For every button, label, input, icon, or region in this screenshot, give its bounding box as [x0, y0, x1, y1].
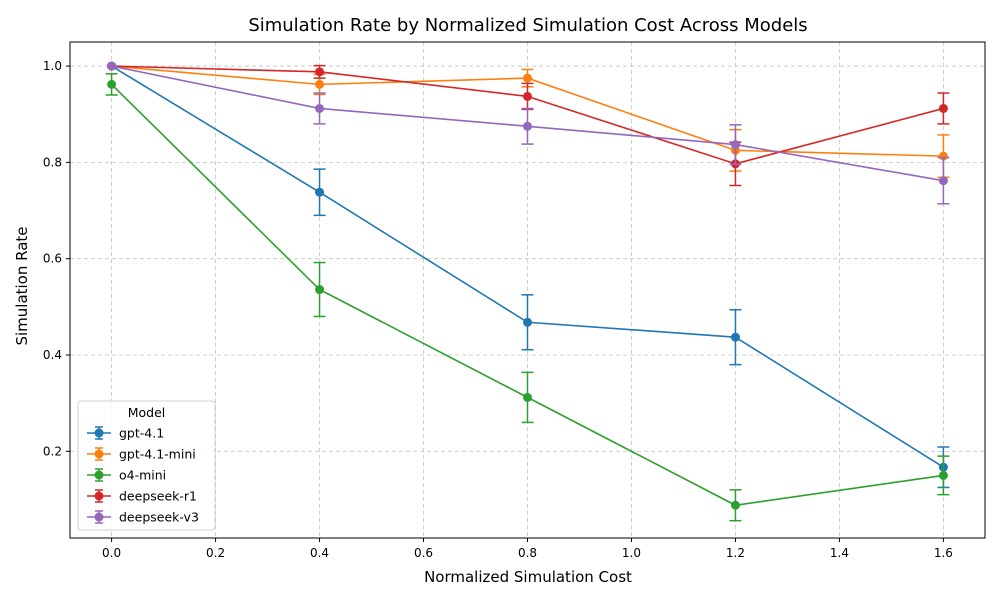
- y-tick-label: 0.2: [43, 444, 62, 458]
- legend: Model gpt-4.1 gpt-4.1-mini o4-mini deepseek-…: [77, 400, 216, 531]
- legend-label: deepseek-r1: [119, 489, 197, 504]
- data-point: [938, 103, 948, 113]
- data-point: [315, 103, 325, 113]
- y-axis: 0.2 0.4 0.6 0.8 1.0: [43, 59, 70, 458]
- legend-marker: [94, 512, 104, 522]
- data-point: [938, 151, 948, 161]
- legend-marker: [94, 428, 104, 438]
- legend-label: deepseek-v3: [119, 510, 199, 525]
- data-point: [730, 500, 740, 510]
- legend-entry: gpt-4.1-mini: [87, 447, 196, 462]
- y-axis-label: Simulation Rate: [13, 226, 31, 345]
- x-tick-label: 1.0: [622, 546, 641, 560]
- data-point: [523, 317, 532, 327]
- y-tick-label: 0.6: [43, 252, 62, 266]
- series-o4-mini: [105, 73, 950, 522]
- legend-title: Model: [128, 405, 166, 420]
- data-point: [315, 187, 325, 197]
- x-tick-label: 0.0: [102, 546, 121, 560]
- data-point: [107, 79, 117, 89]
- data-point: [730, 332, 740, 342]
- data-point: [523, 91, 532, 101]
- series-deepseek-v3: [107, 61, 950, 205]
- legend-entry: o4-mini: [87, 468, 166, 483]
- x-tick-label: 0.8: [518, 546, 537, 560]
- data-point: [523, 73, 532, 83]
- legend-label: gpt-4.1-mini: [119, 447, 196, 462]
- legend-label: gpt-4.1: [119, 426, 164, 441]
- legend-marker: [94, 449, 104, 459]
- legend-marker: [94, 470, 104, 480]
- data-point: [315, 79, 325, 89]
- series-gpt-4.1: [107, 61, 950, 489]
- x-axis: 0.0 0.2 0.4 0.6 0.8 1.0 1.2 1.4 1.6: [102, 538, 953, 560]
- y-tick-label: 0.4: [43, 348, 62, 362]
- x-tick-label: 0.4: [310, 546, 329, 560]
- x-tick-label: 1.2: [726, 546, 745, 560]
- grid: [70, 42, 985, 538]
- data-point: [938, 470, 948, 480]
- legend-marker: [94, 491, 104, 501]
- data-point: [938, 176, 948, 186]
- y-tick-label: 1.0: [43, 59, 62, 73]
- legend-entry: gpt-4.1: [87, 426, 164, 441]
- x-tick-label: 0.6: [414, 546, 433, 560]
- legend-box: [77, 400, 216, 531]
- chart-title: Simulation Rate by Normalized Simulation…: [248, 15, 807, 36]
- data-point: [315, 67, 325, 77]
- y-tick-label: 0.8: [43, 155, 62, 169]
- x-tick-label: 1.6: [934, 546, 953, 560]
- x-axis-label: Normalized Simulation Cost: [424, 568, 632, 586]
- data-point: [730, 140, 740, 150]
- x-tick-label: 1.4: [830, 546, 849, 560]
- legend-entry: deepseek-v3: [87, 510, 199, 525]
- data-point: [523, 121, 532, 131]
- x-tick-label: 0.2: [206, 546, 225, 560]
- data-point: [107, 61, 117, 71]
- legend-entry: deepseek-r1: [87, 489, 197, 504]
- data-point: [315, 285, 325, 295]
- series-layer: [105, 61, 950, 522]
- data-point: [523, 392, 532, 402]
- legend-label: o4-mini: [119, 468, 166, 483]
